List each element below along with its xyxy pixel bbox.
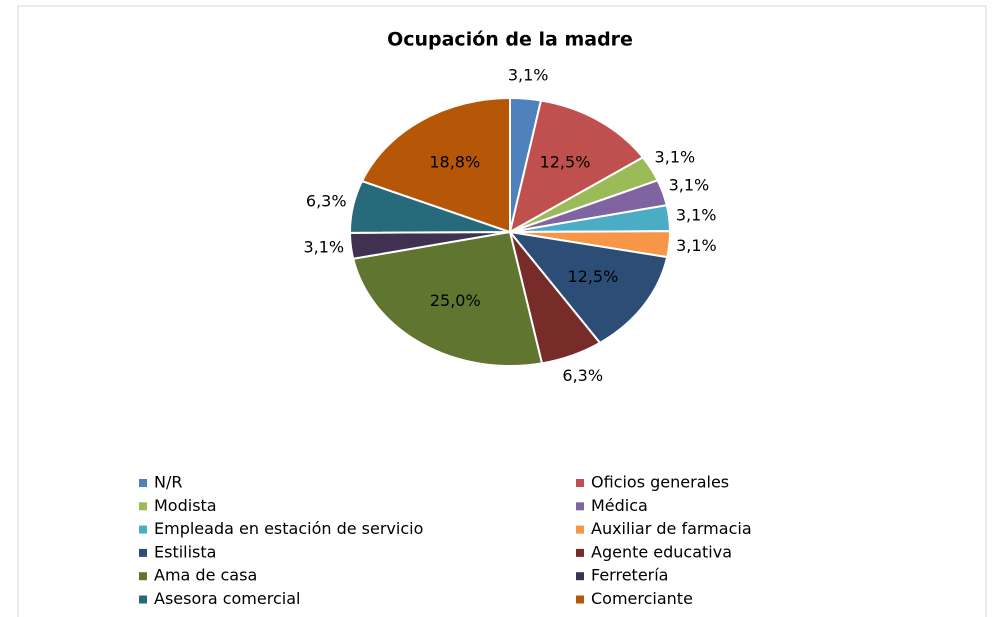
chart-title: Ocupación de la madre xyxy=(387,29,633,51)
legend-swatch xyxy=(576,502,584,511)
pie-slice xyxy=(507,230,669,345)
legend-swatch xyxy=(576,595,584,604)
legend-label: Asesora comercial xyxy=(154,589,300,608)
data-label: 18,8% xyxy=(429,152,480,171)
legend-swatch xyxy=(139,502,147,511)
legend-swatch xyxy=(576,572,584,581)
legend-label: N/R xyxy=(154,473,182,492)
legend-swatch xyxy=(576,525,584,534)
legend-label: Médica xyxy=(591,496,648,515)
legend-label: Auxiliar de farmacia xyxy=(591,519,752,538)
data-label: 12,5% xyxy=(540,152,591,171)
legend-label: Ama de casa xyxy=(154,566,257,585)
pie-slice xyxy=(508,99,645,234)
legend-swatch xyxy=(139,525,147,534)
legend-label: Modista xyxy=(154,496,217,515)
pie-slice xyxy=(351,230,544,367)
data-label: 3,1% xyxy=(669,175,710,194)
data-label: 25,0% xyxy=(430,291,481,310)
legend-label: Oficios generales xyxy=(591,473,729,492)
pie-slice xyxy=(360,96,511,234)
data-label: 3,1% xyxy=(508,65,549,84)
data-label: 3,1% xyxy=(676,236,717,255)
legend-label: Estilista xyxy=(154,542,216,561)
legend-swatch xyxy=(139,595,147,604)
data-label: 3,1% xyxy=(303,238,344,257)
legend-swatch xyxy=(139,548,147,557)
legend-swatch xyxy=(576,479,584,487)
data-label: 12,5% xyxy=(567,267,618,286)
data-label: 6,3% xyxy=(306,192,347,211)
legend-label: Comerciante xyxy=(591,589,693,608)
data-label: 3,1% xyxy=(676,205,717,224)
legend-label: Agente educativa xyxy=(591,542,732,561)
data-label: 3,1% xyxy=(655,147,696,166)
legend-swatch xyxy=(139,572,147,581)
legend-swatch xyxy=(139,479,147,487)
legend-swatch xyxy=(576,548,584,557)
data-label: 6,3% xyxy=(562,366,603,385)
legend-label: Ferretería xyxy=(591,566,668,585)
legend-label: Empleada en estación de servicio xyxy=(154,519,423,538)
